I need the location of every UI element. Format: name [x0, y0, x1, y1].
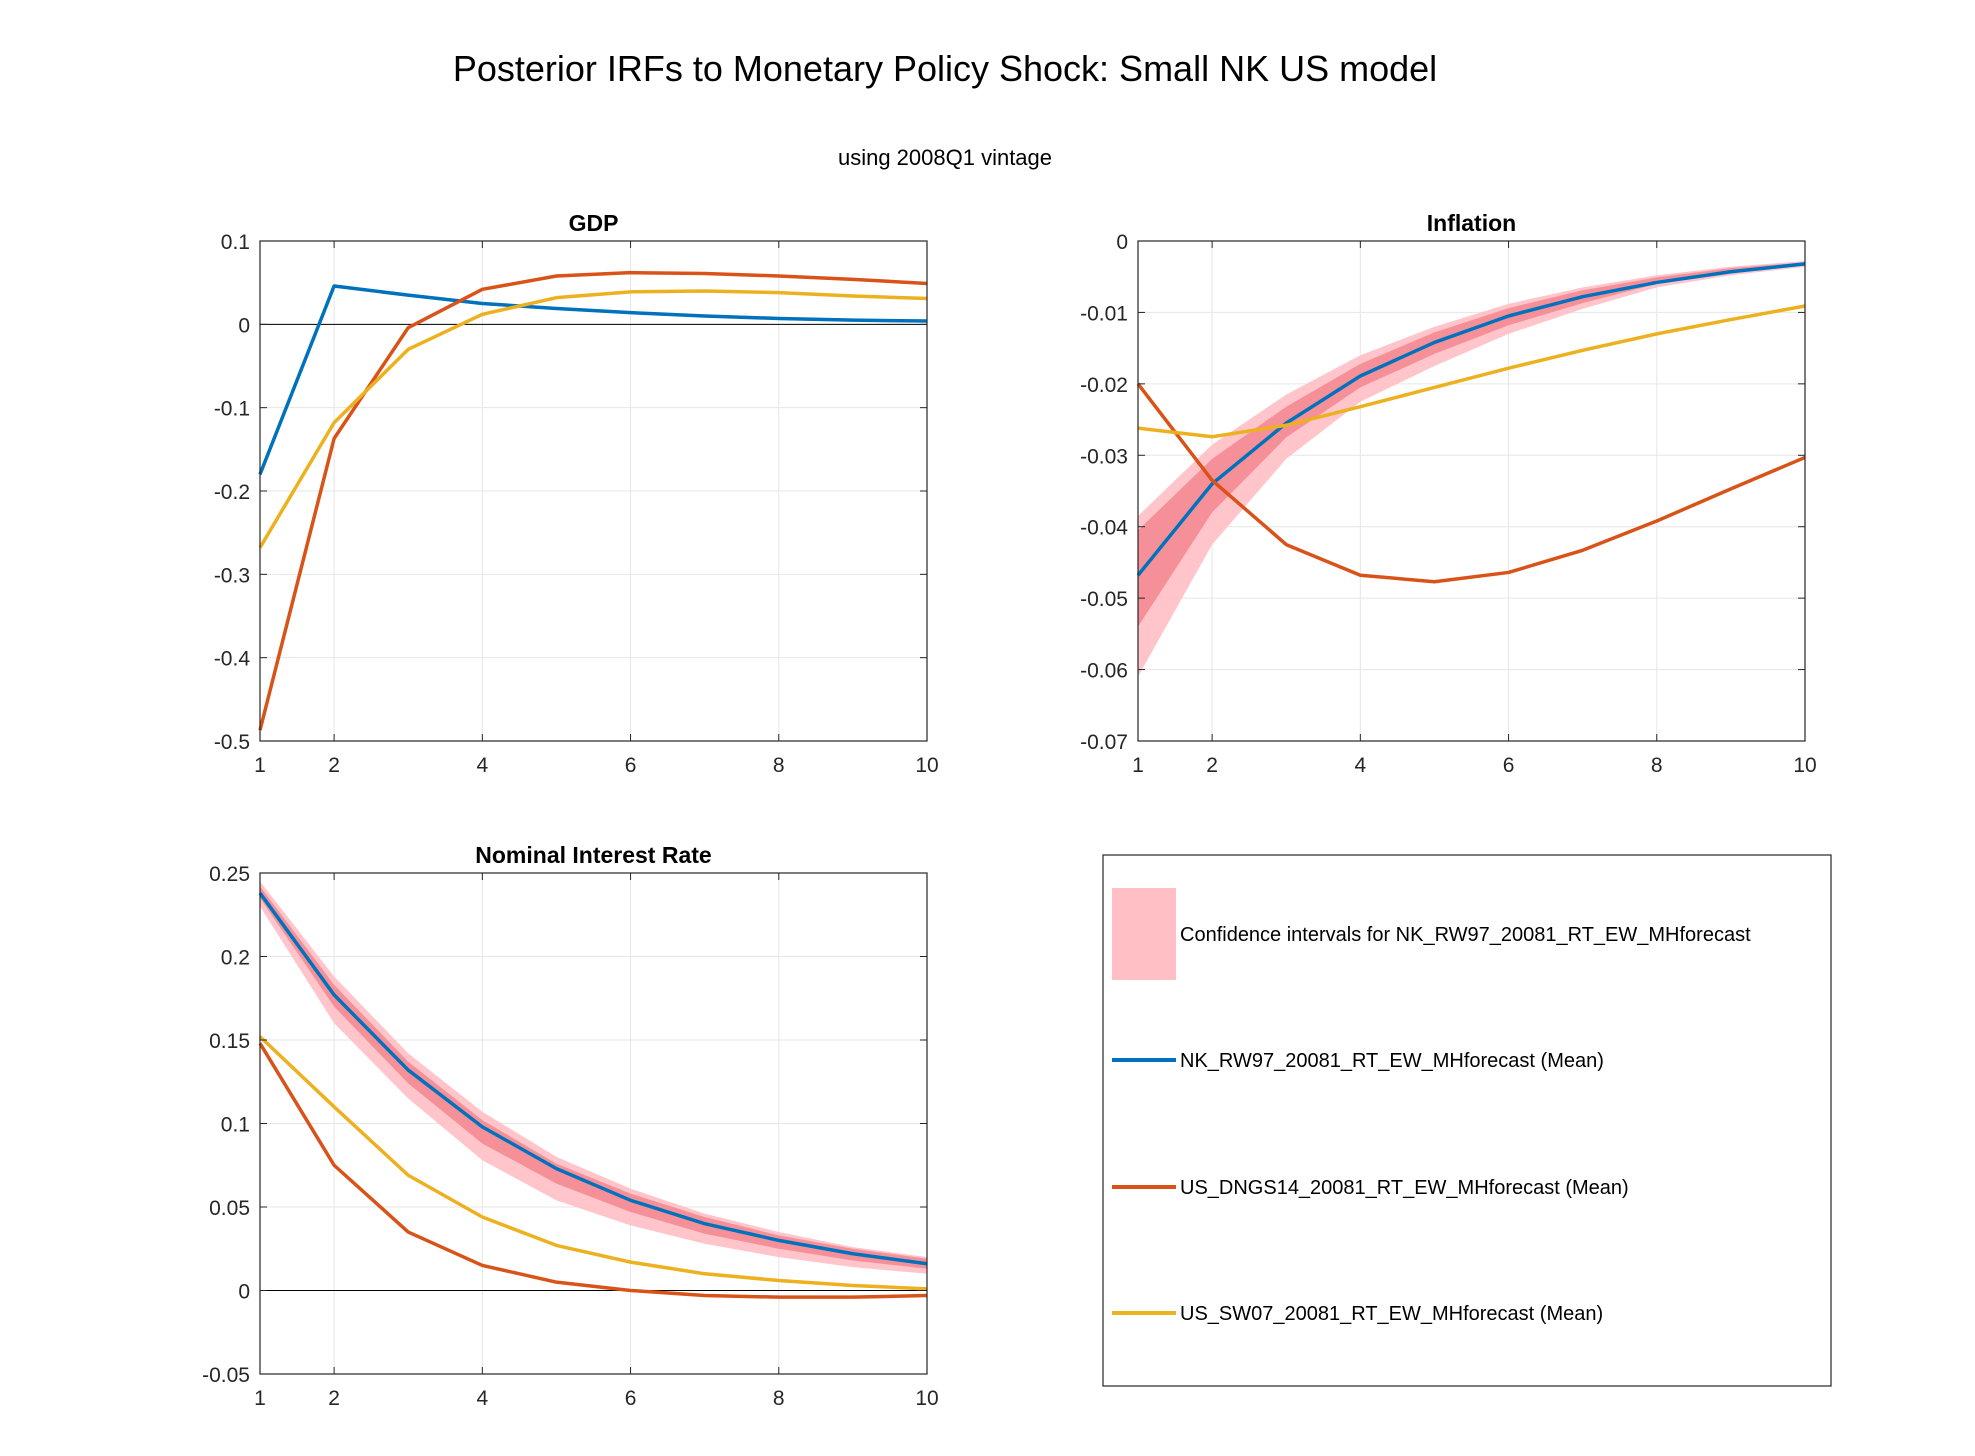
x-tick-label: 1 — [254, 1387, 266, 1410]
x-tick-label: 8 — [773, 1387, 785, 1410]
legend-label: Confidence intervals for NK_RW97_20081_R… — [1180, 924, 1751, 946]
series-line-yellow — [258, 1035, 928, 1291]
figure-title: Posterior IRFs to Monetary Policy Shock:… — [452, 48, 1438, 89]
x-tick-label: 2 — [328, 754, 340, 777]
x-tick-label: 6 — [1503, 754, 1515, 777]
y-tick-label: 0 — [1116, 231, 1128, 254]
x-tick-label: 6 — [625, 754, 637, 777]
x-tick-label: 4 — [476, 1387, 488, 1410]
y-tick-label: -0.01 — [1080, 302, 1128, 325]
y-tick-label: 0.1 — [221, 231, 250, 254]
confidence-band — [1138, 261, 1805, 677]
gdp-panel: 1 2 4 6 8 10 -0.5 -0.4 -0.3 -0.2 -0.1 0 0.1 GDP — [214, 210, 939, 777]
x-tick-label: 1 — [254, 754, 266, 777]
x-tick-label: 10 — [1793, 754, 1816, 777]
series-line-blue — [258, 892, 928, 1266]
legend-swatch-ci — [1112, 888, 1176, 980]
interest-rate-panel: 1 2 4 6 8 10 -0.05 0 0.05 0.1 0.15 0.2 0.25 Nominal I… — [202, 842, 939, 1410]
y-tick-label: 0 — [238, 1281, 250, 1304]
confidence-band — [260, 886, 927, 1269]
series-line-blue — [258, 284, 928, 475]
panel-title: Nominal Interest Rate — [475, 842, 711, 868]
y-tick-label: 0.05 — [209, 1197, 250, 1220]
y-tick-label: -0.03 — [1080, 445, 1128, 468]
y-tick-label: 0.2 — [221, 947, 250, 970]
y-tick-label: -0.06 — [1080, 660, 1128, 683]
series-line-orange — [1136, 382, 1806, 584]
x-tick-label: 8 — [1651, 754, 1663, 777]
y-tick-label: -0.1 — [214, 398, 250, 421]
panel-title: GDP — [569, 210, 619, 236]
y-tick-label: 0.25 — [209, 863, 250, 886]
y-tick-label: -0.3 — [214, 564, 250, 587]
legend-box — [1102, 854, 1832, 1387]
y-tick-label: -0.05 — [202, 1364, 250, 1387]
legend-label: US_DNGS14_20081_RT_EW_MHforecast (Mean) — [1180, 1177, 1629, 1199]
x-tick-label: 10 — [915, 754, 938, 777]
x-tick-label: 4 — [1354, 754, 1366, 777]
x-tick-label: 8 — [773, 754, 785, 777]
axes-box — [1137, 240, 1806, 742]
confidence-band — [1138, 262, 1805, 627]
x-tick-label: 1 — [1132, 754, 1144, 777]
series-line-blue — [1136, 262, 1806, 577]
legend-label: NK_RW97_20081_RT_EW_MHforecast (Mean) — [1180, 1050, 1604, 1072]
legend-label: US_SW07_20081_RT_EW_MHforecast (Mean) — [1180, 1303, 1603, 1325]
y-tick-label: -0.04 — [1080, 517, 1128, 540]
x-tick-label: 2 — [328, 1387, 340, 1410]
y-tick-label: 0.1 — [221, 1114, 250, 1137]
x-tick-label: 4 — [476, 754, 488, 777]
inflation-panel: 1 2 4 6 8 10 -0.07 -0.06 -0.05 -0.04 -0.03 -0.02 -0.… — [1080, 210, 1817, 777]
y-tick-label: -0.07 — [1080, 731, 1128, 754]
x-tick-label: 6 — [625, 1387, 637, 1410]
y-tick-label: -0.02 — [1080, 374, 1128, 397]
series-line-yellow — [1137, 304, 1806, 439]
y-tick-label: -0.2 — [214, 481, 250, 504]
y-tick-label: -0.05 — [1080, 588, 1128, 611]
series-line-yellow — [258, 289, 928, 549]
y-tick-label: 0 — [238, 314, 250, 337]
x-tick-label: 10 — [915, 1387, 938, 1410]
y-tick-label: 0.15 — [209, 1030, 250, 1053]
panel-title: Inflation — [1427, 210, 1516, 236]
figure-subtitle: using 2008Q1 vintage — [837, 145, 1053, 170]
y-tick-label: -0.5 — [214, 731, 250, 754]
series-line-orange — [258, 270, 928, 731]
legend: Confidence intervals for NK_RW97_20081_R… — [1102, 854, 1832, 1387]
series-line-orange — [258, 1042, 928, 1299]
y-tick-label: -0.4 — [214, 648, 251, 671]
x-tick-label: 2 — [1206, 754, 1218, 777]
